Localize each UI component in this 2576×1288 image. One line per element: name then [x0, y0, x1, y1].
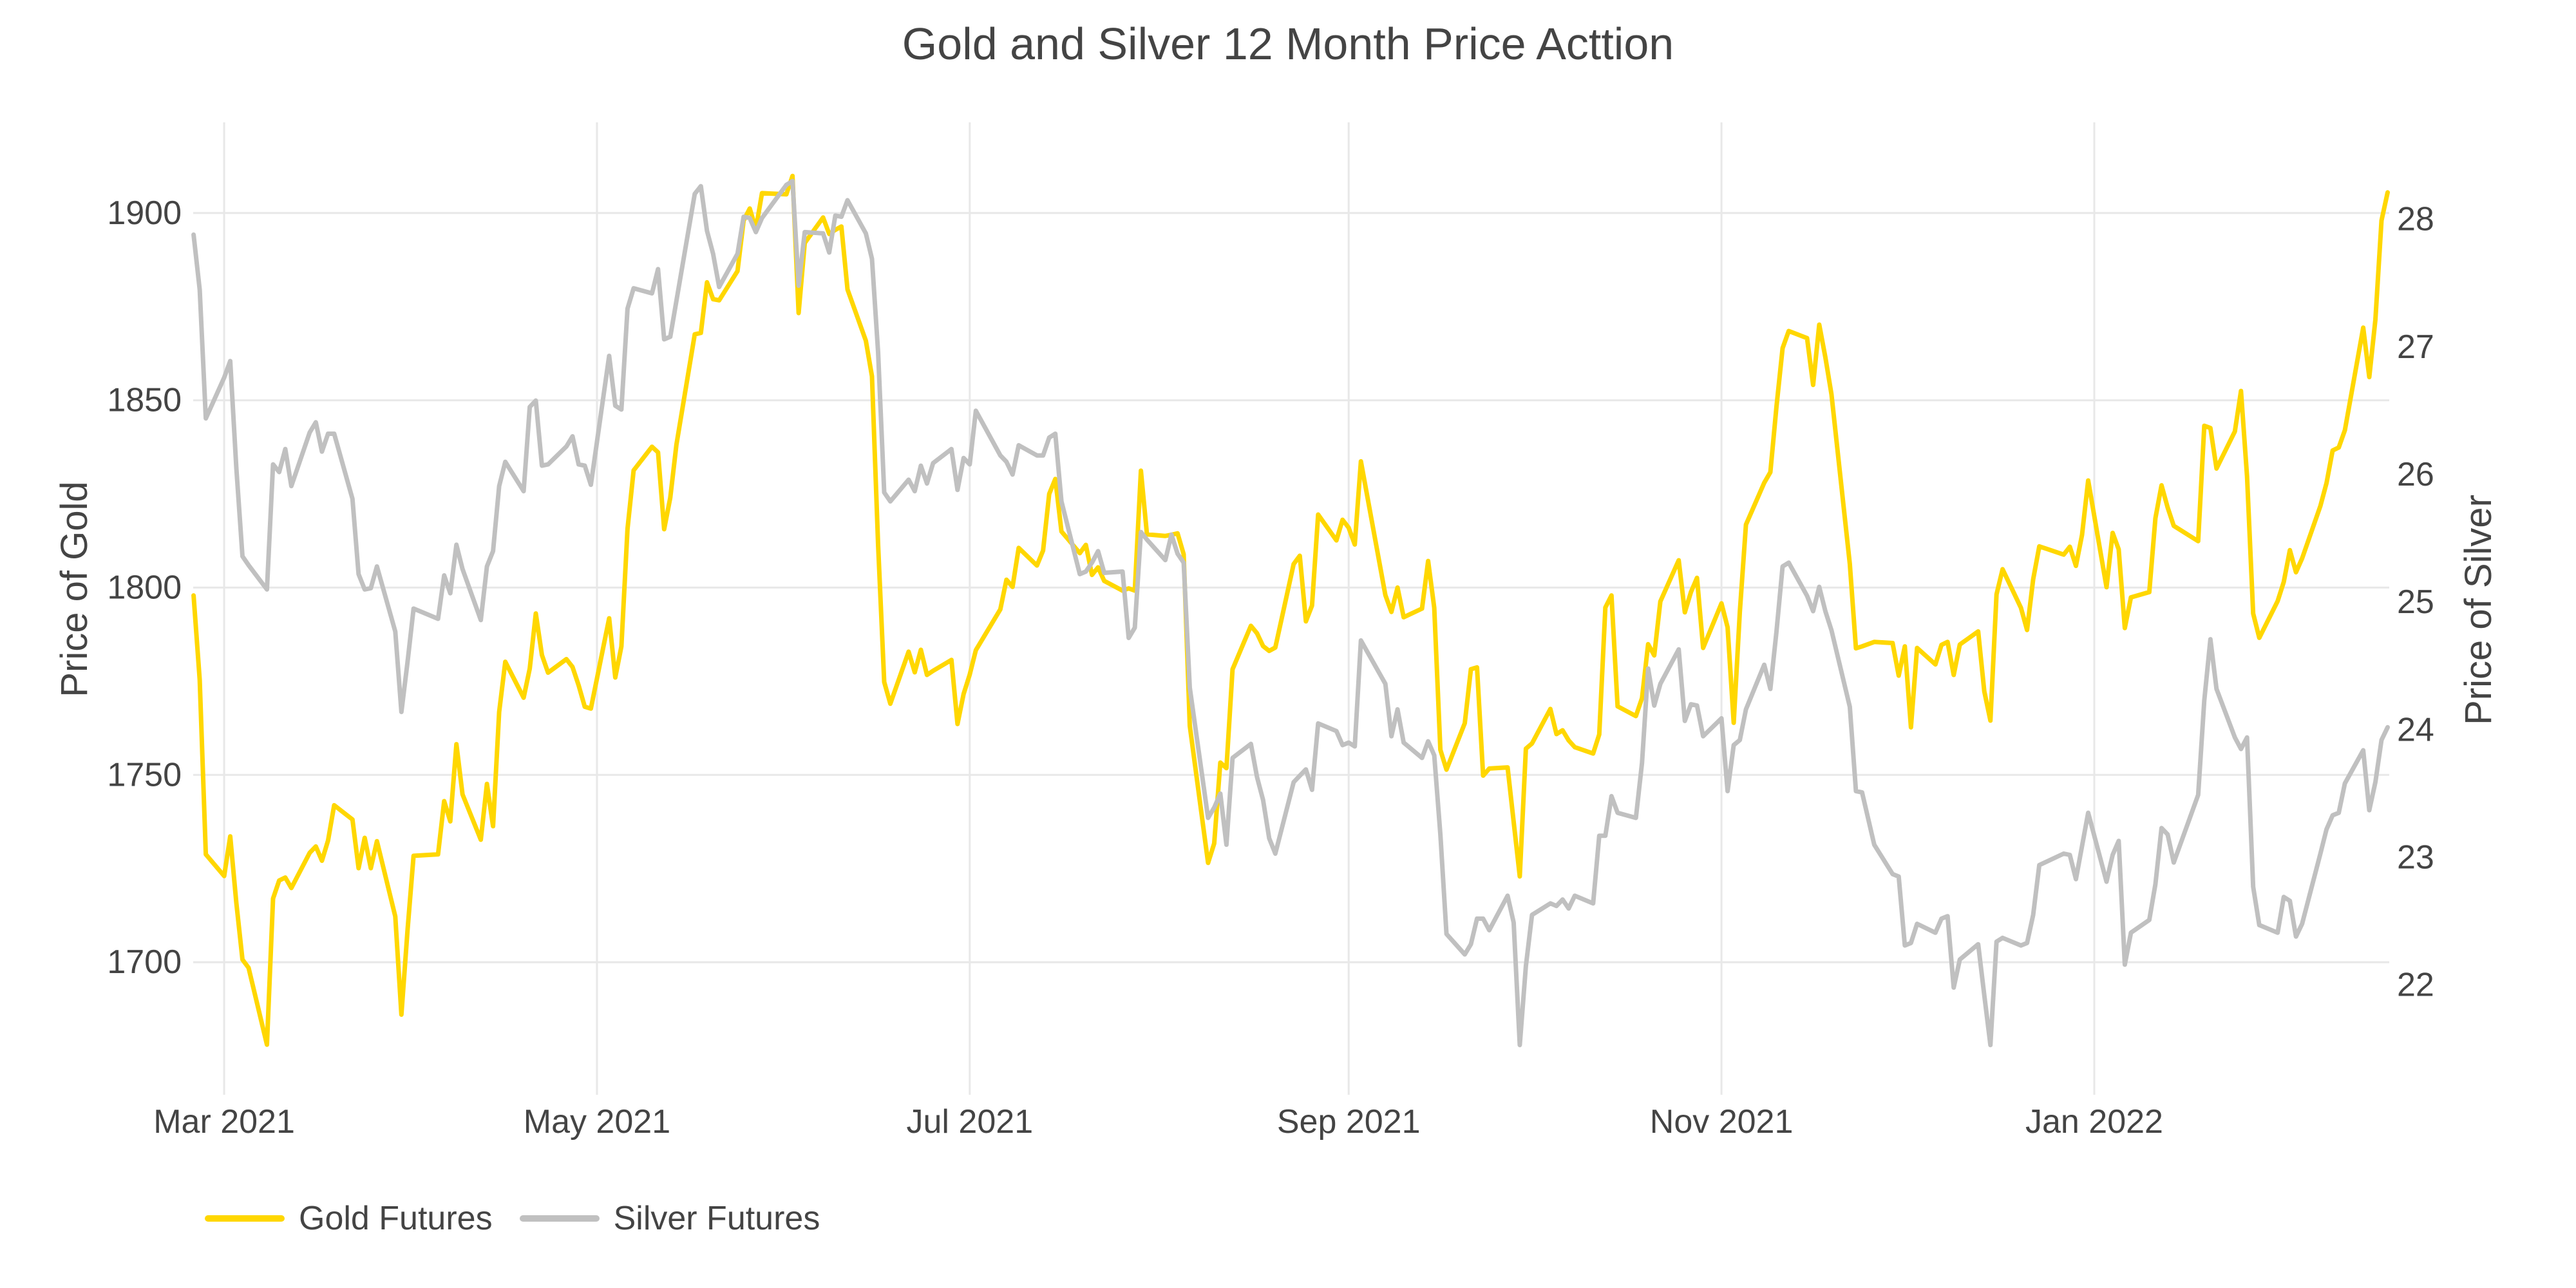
x-axis-tick-label: Nov 2021: [1650, 1103, 1794, 1141]
series-lines: [191, 173, 2390, 1048]
left-axis-tick-label: 1850: [107, 382, 182, 419]
right-axis-tick-label: 24: [2397, 711, 2434, 748]
left-axis-tick-label: 1800: [107, 569, 182, 606]
gold-line-swatch: [205, 1215, 285, 1222]
legend: Gold Futures Silver Futures: [205, 1199, 820, 1238]
legend-label: Gold Futures: [299, 1200, 493, 1237]
left-axis-title: Price of Gold: [53, 481, 95, 697]
right-axis-tick-label: 22: [2397, 967, 2434, 1004]
plot-area[interactable]: [193, 122, 2389, 1095]
legend-item-gold-futures[interactable]: Gold Futures: [205, 1199, 493, 1238]
silver-series-line: [191, 178, 2390, 1048]
left-axis-tick-label: 1900: [107, 194, 182, 232]
x-axis-tick-label: Jul 2021: [907, 1103, 1034, 1141]
tick-labels: 1700 1750 1800 1850 1900 22 23 24 25 26 27 28 Mar 20…: [107, 194, 2434, 1141]
right-axis-title: Price of Silver: [2458, 495, 2499, 725]
right-axis-tick-label: 27: [2397, 328, 2434, 366]
silver-line-swatch: [519, 1215, 600, 1222]
left-axis-tick-label: 1750: [107, 756, 182, 793]
x-axis-tick-label: Sep 2021: [1277, 1103, 1421, 1141]
right-axis-tick-label: 25: [2397, 583, 2434, 621]
legend-item-silver-futures[interactable]: Silver Futures: [519, 1199, 820, 1238]
legend-label: Silver Futures: [613, 1200, 820, 1237]
x-axis-tick-label: Jan 2022: [2025, 1103, 2163, 1141]
x-axis-tick-label: Mar 2021: [153, 1103, 295, 1141]
x-axis-tick-label: May 2021: [524, 1103, 670, 1141]
right-axis-tick-label: 28: [2397, 201, 2434, 238]
chart-title: Gold and Silver 12 Month Price Acttion: [902, 19, 1674, 69]
gold-series-line: [191, 173, 2390, 1047]
right-axis-tick-label: 26: [2397, 456, 2434, 493]
right-axis-tick-label: 23: [2397, 838, 2434, 876]
left-axis-tick-label: 1700: [107, 943, 182, 981]
